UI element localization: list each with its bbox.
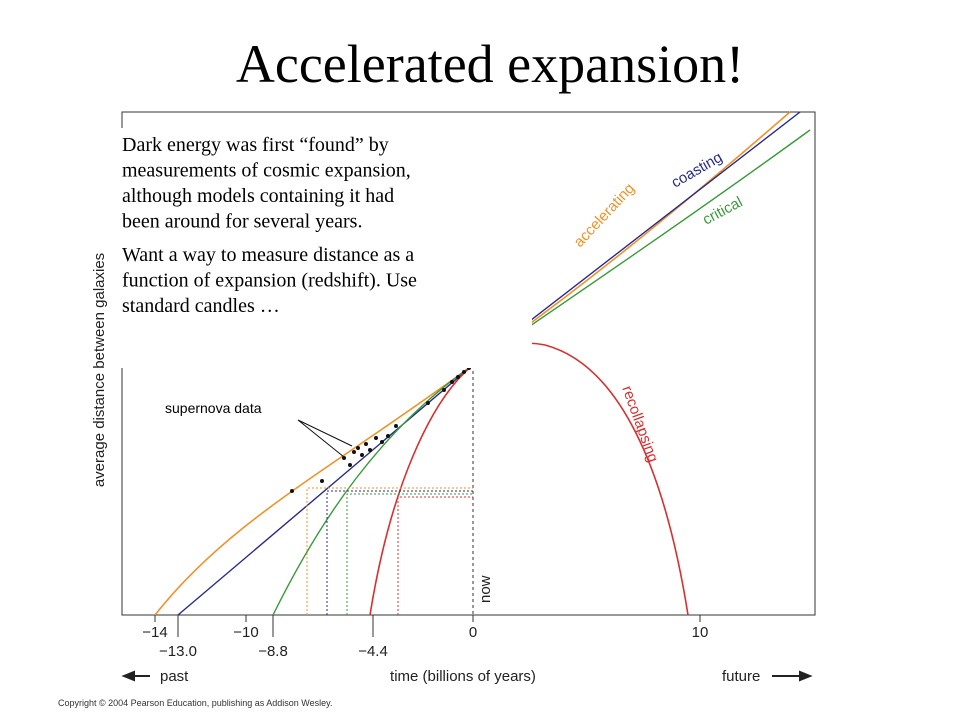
tick-label: −14 [142, 624, 167, 641]
past-label: past [160, 668, 189, 685]
future-arrow [772, 670, 813, 682]
text-block: Dark energy was first “found” by measurem… [122, 134, 417, 317]
annotation-lines [297, 419, 353, 458]
future-label: future [722, 668, 760, 685]
now-label: now [477, 575, 494, 603]
tick-label: −4.4 [358, 643, 388, 660]
curve-label: recollapsing [618, 384, 661, 465]
past-arrow [121, 670, 150, 682]
paragraph-line: function of expansion (redshift). Use [122, 270, 417, 292]
copyright: Copyright © 2004 Pearson Education, publ… [58, 698, 332, 708]
tick-label: 10 [692, 624, 709, 641]
slide-title: Accelerated expansion! [236, 34, 744, 94]
annotation: supernova data [165, 400, 262, 416]
tick-label: 0 [469, 624, 477, 641]
curve-label: critical [700, 194, 746, 229]
paragraph-line: been around for several years. [122, 211, 362, 233]
x-ticks: −14 −10 0 10 −13.0 −8.8 −4.4 [142, 615, 708, 660]
guide [306, 487, 473, 615]
tick-label: −8.8 [258, 643, 288, 660]
guide [397, 496, 473, 615]
paragraph-line: Dark energy was first “found” by [122, 134, 389, 156]
paragraph-line: standard candles … [122, 295, 280, 317]
y-axis-label: average distance between galaxies [91, 253, 108, 487]
text-backdrop [120, 128, 532, 368]
paragraph-line: although models containing it had [122, 185, 394, 207]
x-axis-label: time (billions of years) [390, 668, 536, 685]
paragraph-line: Want a way to measure distance as a [122, 244, 414, 266]
guide [326, 490, 473, 615]
tick-label: −10 [233, 624, 258, 641]
curve-label: coasting [669, 149, 726, 192]
curve-label: accelerating [570, 180, 638, 251]
tick-label: −13.0 [159, 643, 197, 660]
guide [346, 493, 473, 615]
paragraph-line: measurements of cosmic expansion, [122, 160, 411, 182]
recollapsing-curve [369, 342, 689, 616]
